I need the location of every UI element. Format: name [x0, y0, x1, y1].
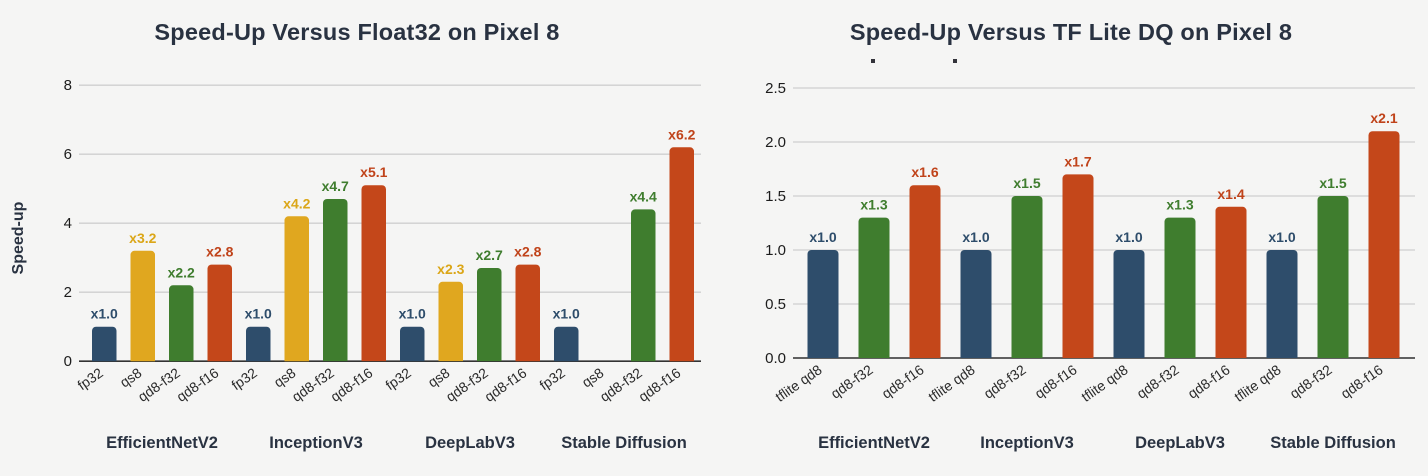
- svg-text:1.5: 1.5: [765, 188, 786, 205]
- svg-text:8: 8: [64, 77, 72, 94]
- svg-text:Stable Diffusion: Stable Diffusion: [1270, 434, 1396, 452]
- svg-text:2.0: 2.0: [765, 134, 786, 151]
- svg-text:x2.3: x2.3: [437, 261, 464, 277]
- svg-text:x1.0: x1.0: [553, 306, 580, 322]
- svg-text:0.0: 0.0: [765, 350, 786, 367]
- svg-text:Stable Diffusion: Stable Diffusion: [561, 434, 687, 452]
- svg-text:4: 4: [64, 215, 72, 232]
- svg-text:x3.2: x3.2: [129, 230, 156, 246]
- svg-text:x1.3: x1.3: [860, 197, 887, 213]
- svg-text:fp32: fp32: [536, 364, 568, 393]
- svg-text:2.5: 2.5: [765, 80, 786, 97]
- svg-text:2: 2: [64, 284, 72, 301]
- svg-text:qd8-f32: qd8-f32: [135, 364, 183, 404]
- svg-text:DeepLabV3: DeepLabV3: [425, 434, 515, 452]
- svg-text:tflite qd8: tflite qd8: [1231, 361, 1284, 405]
- svg-text:x1.5: x1.5: [1319, 175, 1346, 191]
- svg-text:EfficientNetV2: EfficientNetV2: [106, 434, 218, 452]
- svg-text:qd8-f32: qd8-f32: [597, 364, 645, 404]
- svg-text:qd8-f32: qd8-f32: [443, 364, 491, 404]
- svg-text:0: 0: [64, 353, 72, 370]
- svg-text:tflite qd8: tflite qd8: [1078, 361, 1131, 405]
- svg-text:qd8-f16: qd8-f16: [481, 364, 529, 404]
- svg-text:qd8-f16: qd8-f16: [1338, 361, 1386, 401]
- svg-text:x1.0: x1.0: [245, 306, 272, 322]
- svg-text:qd8-f32: qd8-f32: [1134, 361, 1182, 401]
- svg-text:x2.8: x2.8: [514, 244, 541, 260]
- svg-text:EfficientNetV2: EfficientNetV2: [818, 434, 930, 452]
- svg-text:x2.7: x2.7: [476, 247, 503, 263]
- svg-text:DeepLabV3: DeepLabV3: [1135, 434, 1225, 452]
- svg-text:InceptionV3: InceptionV3: [980, 434, 1074, 452]
- svg-text:qd8-f16: qd8-f16: [327, 364, 375, 404]
- svg-text:fp32: fp32: [74, 364, 106, 393]
- svg-text:qd8-f32: qd8-f32: [828, 361, 876, 401]
- svg-text:x1.0: x1.0: [809, 229, 836, 245]
- svg-text:x4.7: x4.7: [322, 178, 349, 194]
- svg-text:6: 6: [64, 146, 72, 163]
- svg-text:qd8-f16: qd8-f16: [1185, 361, 1233, 401]
- svg-text:1.0: 1.0: [765, 242, 786, 259]
- svg-text:x1.0: x1.0: [962, 229, 989, 245]
- svg-text:x1.7: x1.7: [1064, 153, 1091, 169]
- svg-text:InceptionV3: InceptionV3: [269, 434, 363, 452]
- svg-text:x1.0: x1.0: [399, 306, 426, 322]
- svg-text:x4.4: x4.4: [630, 188, 657, 204]
- svg-text:x6.2: x6.2: [668, 126, 695, 142]
- svg-text:0.5: 0.5: [765, 296, 786, 313]
- svg-text:fp32: fp32: [228, 364, 260, 393]
- svg-text:x4.2: x4.2: [283, 195, 310, 211]
- svg-text:x1.3: x1.3: [1166, 197, 1193, 213]
- svg-text:x1.0: x1.0: [1268, 229, 1295, 245]
- svg-text:qd8-f32: qd8-f32: [289, 364, 337, 404]
- svg-text:tflite qd8: tflite qd8: [772, 361, 825, 405]
- svg-text:x5.1: x5.1: [360, 164, 387, 180]
- svg-text:x2.1: x2.1: [1370, 110, 1397, 126]
- svg-text:fp32: fp32: [382, 364, 414, 393]
- svg-text:tflite qd8: tflite qd8: [925, 361, 978, 405]
- svg-text:qd8-f16: qd8-f16: [1032, 361, 1080, 401]
- svg-text:x1.0: x1.0: [1115, 229, 1142, 245]
- svg-text:qd8-f16: qd8-f16: [879, 361, 927, 401]
- svg-text:x2.2: x2.2: [168, 264, 195, 280]
- svg-text:qd8-f16: qd8-f16: [173, 364, 221, 404]
- svg-text:x1.4: x1.4: [1217, 186, 1244, 202]
- svg-text:qd8-f32: qd8-f32: [1287, 361, 1335, 401]
- svg-text:qd8-f16: qd8-f16: [635, 364, 683, 404]
- svg-text:x1.6: x1.6: [911, 164, 938, 180]
- svg-text:qd8-f32: qd8-f32: [981, 361, 1029, 401]
- svg-text:x1.0: x1.0: [91, 306, 118, 322]
- svg-text:x1.5: x1.5: [1013, 175, 1040, 191]
- svg-text:x2.8: x2.8: [206, 244, 233, 260]
